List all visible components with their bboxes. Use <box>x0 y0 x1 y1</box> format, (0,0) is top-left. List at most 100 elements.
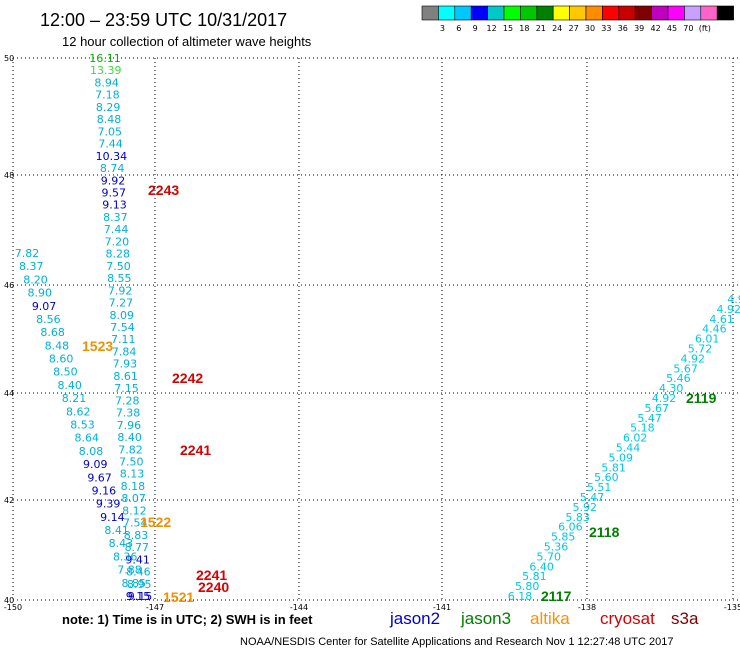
wave-height-value: 9.09 <box>83 458 108 471</box>
wave-height-value: 9.15 <box>128 590 153 603</box>
latitude-tick: 48 <box>4 171 14 180</box>
wave-height-value: 7.11 <box>111 333 136 346</box>
legend-swatch <box>667 5 685 21</box>
wave-height-value: 6.40 <box>529 560 554 573</box>
wave-height-value: 8.40 <box>117 431 142 444</box>
wave-height-value: 8.12 <box>122 504 147 517</box>
wave-height-value: 7.50 <box>119 456 144 469</box>
wave-height-value: 7.84 <box>112 345 137 358</box>
wave-height-value: 8.29 <box>96 101 121 114</box>
wave-height-value: 6.06 <box>558 521 583 534</box>
longitude-tick: -138 <box>578 603 596 612</box>
wave-height-value: 7.50 <box>106 260 131 273</box>
wave-height-value: 5.83 <box>565 511 590 524</box>
wave-height-value: 6.02 <box>623 432 648 445</box>
wave-height-value: 5.36 <box>544 541 569 554</box>
legend-label: 3 <box>440 24 445 33</box>
satellite-legend: jason2 jason3 altika cryosat s3a <box>389 609 699 628</box>
wave-height-value: 8.20 <box>23 273 48 286</box>
wave-height-value: 7.82 <box>118 443 143 456</box>
wave-height-value: 7.44 <box>104 223 129 236</box>
wave-height-value: 5.67 <box>673 362 698 375</box>
wave-height-value: 8.48 <box>45 339 70 352</box>
legend-label: 18 <box>519 24 529 33</box>
legend-label: 42 <box>651 24 661 33</box>
wave-height-value: 5.92 <box>573 501 598 514</box>
wave-height-value: 8.40 <box>57 379 82 392</box>
wave-height-value: 5.80 <box>515 580 540 593</box>
pass-time-label: 1522 <box>140 514 171 530</box>
axis-ticks: -150 -147 -144 -141 -138 -135 50 48 46 44 42 40 <box>4 54 740 612</box>
legend-label: 33 <box>601 24 611 33</box>
wave-height-value: 5.81 <box>522 570 547 583</box>
legend-swatch <box>487 5 505 21</box>
latitude-tick: 42 <box>4 496 14 505</box>
legend-swatch <box>454 5 472 21</box>
page-title: 12:00 – 23:59 UTC 10/31/2017 <box>40 10 287 30</box>
wave-height-value: 5.67 <box>645 402 670 415</box>
wave-height-value: 5.70 <box>537 550 562 563</box>
wave-height-value: 8.41 <box>104 524 129 537</box>
legend-swatch <box>569 5 587 21</box>
wave-height-value: 8.37 <box>103 211 128 224</box>
pass-time-label: 2240 <box>198 579 229 595</box>
jason2-track-1: 16.1113.398.947.188.298.487.057.4410.348… <box>89 52 152 603</box>
legend-swatch <box>700 5 718 21</box>
satellite-altika: altika <box>530 609 570 628</box>
satellite-jason2: jason2 <box>389 609 440 628</box>
wave-height-value: 8.50 <box>53 366 78 379</box>
legend-label: 9 <box>473 24 478 33</box>
wave-height-value: 8.13 <box>120 468 145 481</box>
legend-swatch <box>634 5 652 21</box>
wave-height-value: 8.55 <box>107 272 132 285</box>
wave-height-value: 7.20 <box>105 235 130 248</box>
wave-height-value: 4.92 <box>652 392 677 405</box>
legend-label: 70 <box>683 24 693 33</box>
wave-height-value: 9.57 <box>102 187 127 200</box>
legend-swatch <box>684 5 702 21</box>
wave-height-value: 5.46 <box>666 372 691 385</box>
wave-height-value: 9.16 <box>92 484 117 497</box>
wave-height-value: 8.83 <box>124 529 149 542</box>
pass-labels: 2243224222412241224015231522152121192118… <box>82 182 717 605</box>
pass-time-label: 2241 <box>196 567 227 583</box>
wave-height-value: 8.85 <box>121 577 146 590</box>
satellite-s3a: s3a <box>671 609 699 628</box>
wave-height-value: 9.07 <box>32 300 57 313</box>
wave-height-tracks: 16.1113.398.947.188.298.487.057.4410.348… <box>15 52 740 603</box>
wave-height-value: 8.48 <box>97 113 122 126</box>
latitude-tick: 46 <box>4 281 14 290</box>
legend-swatch <box>470 5 488 21</box>
wave-height-value: 8.64 <box>75 432 100 445</box>
wave-height-value: 4.61 <box>709 313 734 326</box>
legend-label: 27 <box>569 24 579 33</box>
pass-time-label: 2119 <box>686 390 717 406</box>
wave-height-value: 5.47 <box>580 491 605 504</box>
legend-swatch <box>503 5 521 21</box>
jason2-track-3: 6.185.805.816.405.705.365.856.065.835.92… <box>508 293 740 603</box>
legend-swatch <box>520 5 538 21</box>
wave-height-value: 5.44 <box>616 442 641 455</box>
wave-height-value: 7.44 <box>98 138 123 151</box>
wave-height-value: 9.92 <box>101 174 126 187</box>
wave-height-value: 9.39 <box>96 498 121 511</box>
map-grid <box>12 57 738 601</box>
longitude-tick: -135 <box>724 603 740 612</box>
legend-label: 30 <box>585 24 595 33</box>
wave-height-value: 8.61 <box>113 370 138 383</box>
pass-time-label: 2242 <box>172 370 203 386</box>
wave-height-value: 9.13 <box>102 199 127 212</box>
latitude-tick: 50 <box>4 54 14 63</box>
wave-height-value: 5.81 <box>601 461 626 474</box>
pass-time-label: 1523 <box>82 338 113 354</box>
wave-height-value: 5.60 <box>594 471 619 484</box>
legend-label: (ft) <box>699 24 711 33</box>
wave-height-value: 9.67 <box>87 471 112 484</box>
wave-height-value: 7.88 <box>117 564 142 577</box>
wave-height-value: 5.51 <box>587 481 612 494</box>
wave-height-value: 7.82 <box>15 247 40 260</box>
wave-height-value: 8.77 <box>125 541 150 554</box>
satellite-cryosat: cryosat <box>600 609 655 628</box>
wave-height-value: 6.18 <box>508 590 533 603</box>
wave-height-value: 7.54 <box>110 321 135 334</box>
